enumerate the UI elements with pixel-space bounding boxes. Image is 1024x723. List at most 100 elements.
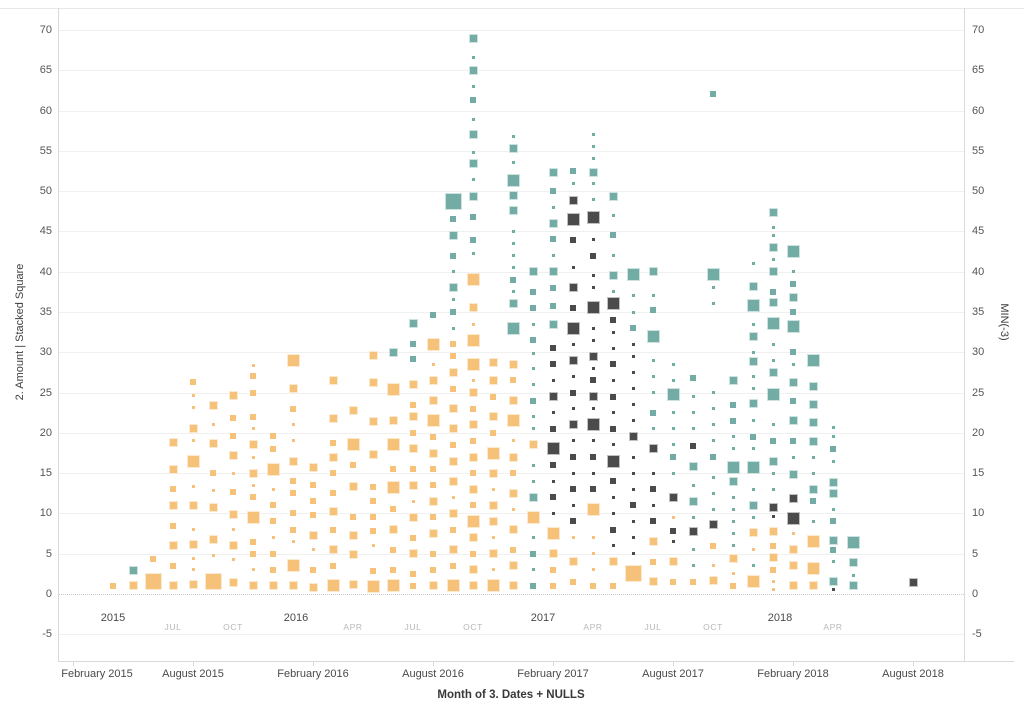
mark-square[interactable] bbox=[310, 497, 316, 504]
mark-square[interactable] bbox=[510, 377, 516, 384]
mark-square[interactable] bbox=[168, 581, 178, 591]
mark-square[interactable] bbox=[508, 359, 518, 369]
mark-square[interactable] bbox=[330, 526, 336, 533]
mark-square[interactable] bbox=[310, 566, 316, 573]
mark-square[interactable] bbox=[250, 550, 256, 557]
mark-square[interactable] bbox=[390, 466, 396, 473]
mark-square[interactable] bbox=[748, 331, 758, 341]
mark-square[interactable] bbox=[771, 487, 775, 491]
mark-square[interactable] bbox=[350, 462, 356, 469]
mark-square[interactable] bbox=[348, 405, 358, 415]
mark-square[interactable] bbox=[348, 550, 358, 560]
mark-square[interactable] bbox=[770, 437, 776, 444]
mark-square[interactable] bbox=[691, 411, 695, 415]
mark-square[interactable] bbox=[390, 546, 396, 553]
mark-square[interactable] bbox=[711, 475, 715, 479]
mark-square[interactable] bbox=[508, 143, 518, 153]
mark-square[interactable] bbox=[611, 330, 615, 334]
mark-square[interactable] bbox=[551, 411, 555, 415]
mark-square[interactable] bbox=[191, 439, 195, 443]
mark-square[interactable] bbox=[690, 375, 696, 382]
mark-square[interactable] bbox=[408, 480, 418, 490]
mark-square[interactable] bbox=[651, 374, 655, 378]
mark-square[interactable] bbox=[531, 322, 535, 326]
mark-square[interactable] bbox=[266, 462, 280, 476]
mark-square[interactable] bbox=[250, 538, 256, 545]
mark-square[interactable] bbox=[508, 561, 518, 571]
mark-square[interactable] bbox=[688, 462, 698, 472]
mark-square[interactable] bbox=[548, 218, 558, 228]
mark-square[interactable] bbox=[806, 535, 820, 549]
mark-square[interactable] bbox=[531, 479, 535, 483]
mark-square[interactable] bbox=[511, 242, 515, 246]
mark-square[interactable] bbox=[431, 362, 435, 366]
mark-square[interactable] bbox=[428, 529, 438, 539]
mark-square[interactable] bbox=[631, 487, 635, 491]
mark-square[interactable] bbox=[710, 542, 716, 549]
mark-square[interactable] bbox=[611, 443, 615, 447]
mark-square[interactable] bbox=[488, 549, 498, 559]
mark-square[interactable] bbox=[251, 483, 255, 487]
mark-square[interactable] bbox=[746, 575, 760, 589]
mark-square[interactable] bbox=[450, 562, 456, 569]
mark-square[interactable] bbox=[751, 564, 755, 568]
mark-square[interactable] bbox=[468, 388, 478, 398]
mark-square[interactable] bbox=[511, 161, 515, 165]
mark-square[interactable] bbox=[746, 461, 760, 474]
mark-square[interactable] bbox=[650, 486, 656, 493]
mark-square[interactable] bbox=[728, 375, 738, 385]
mark-square[interactable] bbox=[506, 414, 520, 428]
mark-square[interactable] bbox=[771, 471, 775, 475]
mark-square[interactable] bbox=[191, 394, 195, 398]
mark-square[interactable] bbox=[731, 447, 735, 451]
mark-square[interactable] bbox=[711, 391, 715, 395]
mark-square[interactable] bbox=[448, 367, 458, 377]
mark-square[interactable] bbox=[430, 514, 436, 521]
mark-square[interactable] bbox=[811, 519, 815, 523]
mark-square[interactable] bbox=[470, 405, 476, 412]
mark-square[interactable] bbox=[448, 545, 458, 555]
mark-square[interactable] bbox=[388, 525, 398, 535]
mark-square[interactable] bbox=[571, 407, 575, 411]
mark-square[interactable] bbox=[150, 556, 156, 563]
mark-square[interactable] bbox=[830, 445, 836, 452]
mark-square[interactable] bbox=[471, 84, 475, 88]
mark-square[interactable] bbox=[448, 230, 458, 240]
mark-square[interactable] bbox=[711, 439, 715, 443]
mark-square[interactable] bbox=[791, 532, 795, 536]
mark-square[interactable] bbox=[191, 405, 195, 409]
mark-square[interactable] bbox=[468, 130, 478, 140]
mark-square[interactable] bbox=[551, 205, 555, 209]
mark-square[interactable] bbox=[591, 552, 595, 556]
mark-square[interactable] bbox=[486, 446, 500, 460]
mark-square[interactable] bbox=[708, 575, 718, 585]
mark-square[interactable] bbox=[626, 267, 640, 281]
mark-square[interactable] bbox=[751, 387, 755, 391]
mark-square[interactable] bbox=[711, 507, 715, 511]
mark-square[interactable] bbox=[211, 553, 215, 557]
mark-square[interactable] bbox=[408, 512, 418, 522]
mark-square[interactable] bbox=[751, 515, 755, 519]
mark-square[interactable] bbox=[551, 378, 555, 382]
mark-square[interactable] bbox=[591, 568, 595, 572]
mark-square[interactable] bbox=[508, 488, 518, 498]
mark-square[interactable] bbox=[110, 582, 116, 589]
mark-square[interactable] bbox=[771, 225, 775, 229]
mark-square[interactable] bbox=[246, 510, 260, 524]
mark-square[interactable] bbox=[170, 562, 176, 569]
mark-square[interactable] bbox=[668, 492, 678, 502]
mark-square[interactable] bbox=[766, 387, 780, 401]
mark-square[interactable] bbox=[731, 544, 735, 548]
mark-square[interactable] bbox=[731, 435, 735, 439]
mark-square[interactable] bbox=[228, 391, 238, 401]
mark-square[interactable] bbox=[231, 528, 235, 532]
mark-square[interactable] bbox=[230, 415, 236, 422]
mark-square[interactable] bbox=[770, 288, 776, 295]
mark-square[interactable] bbox=[170, 522, 176, 529]
mark-square[interactable] bbox=[591, 197, 595, 201]
mark-square[interactable] bbox=[568, 195, 578, 205]
mark-square[interactable] bbox=[451, 495, 455, 499]
mark-square[interactable] bbox=[631, 387, 635, 391]
mark-square[interactable] bbox=[506, 174, 520, 188]
mark-square[interactable] bbox=[710, 91, 716, 98]
